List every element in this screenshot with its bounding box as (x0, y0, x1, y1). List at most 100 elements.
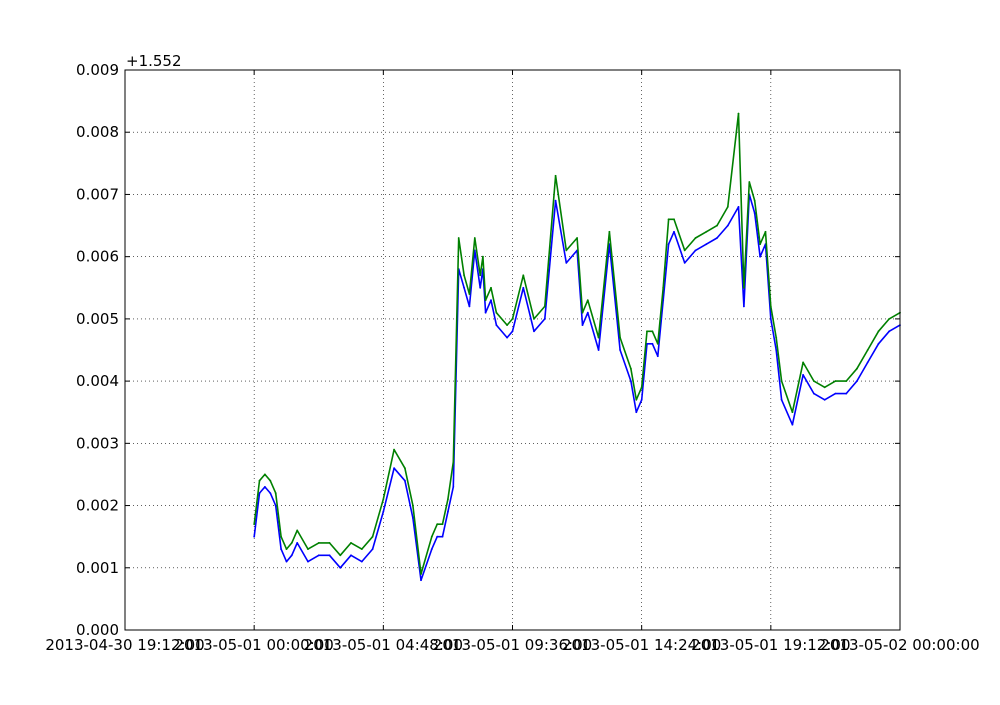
data-point (269, 479, 272, 482)
data-point (780, 380, 783, 382)
data-point (447, 498, 449, 501)
data-point (328, 554, 331, 557)
y-tick-label: 0.003 (76, 434, 119, 452)
y-tick-label: 0.006 (76, 248, 119, 266)
x-tick-label: 2013-05-01 04:48:00 (304, 636, 463, 654)
data-point (716, 237, 718, 239)
data-point (581, 311, 584, 314)
data-point (371, 548, 374, 550)
data-point (473, 237, 476, 239)
data-point (274, 504, 277, 507)
data-point (565, 262, 568, 264)
data-point (495, 324, 498, 326)
data-point (834, 380, 837, 382)
data-point (640, 398, 643, 401)
data-point (522, 286, 525, 289)
data-point (264, 473, 266, 476)
data-point (506, 336, 508, 339)
data-point (656, 342, 659, 345)
data-point (490, 299, 492, 302)
data-point (759, 255, 761, 258)
data-point (845, 380, 848, 382)
data-point (533, 330, 535, 333)
data-point (856, 380, 858, 382)
data-point (479, 274, 482, 277)
data-point (253, 535, 256, 538)
data-point (775, 349, 778, 351)
data-point (823, 398, 826, 401)
data-point (296, 529, 299, 532)
data-point (393, 448, 395, 451)
data-point (866, 361, 869, 364)
data-point (888, 330, 891, 333)
data-point (290, 554, 293, 557)
data-point (565, 249, 568, 252)
data-point (482, 255, 484, 258)
data-point (463, 286, 465, 289)
data-point (430, 548, 433, 550)
data-point (888, 318, 891, 320)
data-point (619, 336, 621, 339)
data-point (640, 386, 643, 389)
data-point (495, 311, 498, 314)
x-tick-label: 2013-05-02 00:00:00 (820, 636, 979, 654)
data-point (317, 554, 320, 557)
data-point (543, 305, 546, 308)
data-point (802, 361, 804, 364)
data-point (834, 392, 837, 395)
data-point (823, 386, 826, 389)
data-point (554, 199, 557, 202)
data-point (845, 392, 848, 395)
data-point (705, 243, 708, 246)
data-point (753, 212, 756, 215)
data-point (484, 311, 487, 314)
data-point (673, 230, 675, 233)
data-point (554, 174, 557, 177)
data-point (479, 286, 482, 289)
data-point (780, 398, 783, 401)
data-point (258, 492, 261, 494)
data-point (581, 324, 584, 326)
data-point (511, 318, 514, 320)
data-point (630, 367, 632, 370)
series-group (253, 112, 901, 582)
data-point (296, 542, 299, 544)
data-point (743, 286, 745, 289)
data-point (586, 311, 589, 314)
data-point (705, 230, 708, 233)
data-point (468, 293, 471, 295)
data-point (737, 112, 740, 115)
data-point (412, 504, 414, 507)
data-point (764, 230, 767, 233)
data-point (404, 479, 406, 482)
y-tick-label: 0.004 (76, 372, 119, 390)
series-line (253, 112, 901, 575)
data-point (856, 367, 858, 370)
y-tick-label: 0.001 (76, 559, 119, 577)
data-point (597, 349, 600, 351)
x-tick-label: 2013-05-01 09:36:00 (433, 636, 592, 654)
data-point (667, 218, 670, 221)
data-point (328, 542, 331, 544)
series-1 (253, 193, 901, 582)
data-point (866, 349, 869, 351)
data-point (791, 423, 794, 426)
data-point (307, 548, 309, 550)
data-point (339, 566, 342, 569)
data-point (290, 542, 293, 544)
data-point (619, 349, 621, 351)
data-point (350, 554, 352, 557)
data-point (586, 299, 589, 302)
y-tick-label: 0.007 (76, 185, 119, 203)
data-point (360, 548, 363, 550)
x-tick-label: 2013-04-30 19:12:00 (45, 636, 204, 654)
data-point (673, 218, 675, 221)
data-point (748, 181, 751, 183)
data-point (420, 579, 422, 582)
data-point (285, 560, 288, 563)
data-point (877, 342, 880, 345)
data-point (743, 305, 745, 308)
data-point (404, 467, 406, 470)
